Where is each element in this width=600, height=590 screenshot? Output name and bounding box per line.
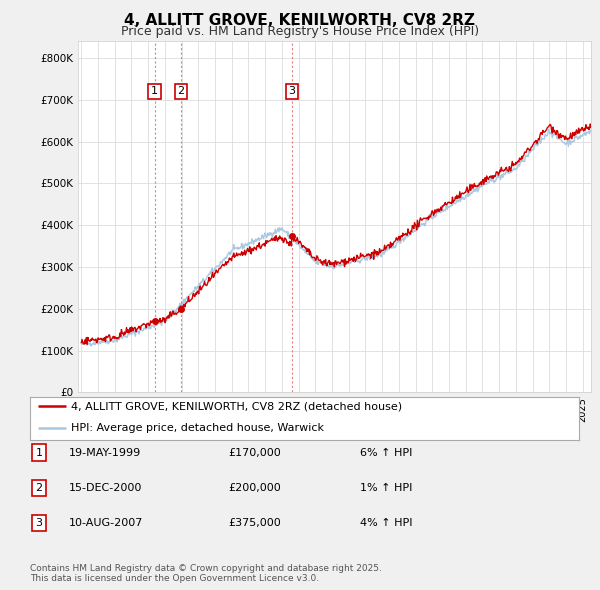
Text: 2: 2 [35,483,43,493]
Text: 1: 1 [151,87,158,96]
Text: 3: 3 [35,519,43,528]
Text: Price paid vs. HM Land Registry's House Price Index (HPI): Price paid vs. HM Land Registry's House … [121,25,479,38]
Text: 15-DEC-2000: 15-DEC-2000 [69,483,142,493]
Text: 6% ↑ HPI: 6% ↑ HPI [360,448,412,457]
Text: 4, ALLITT GROVE, KENILWORTH, CV8 2RZ (detached house): 4, ALLITT GROVE, KENILWORTH, CV8 2RZ (de… [71,401,403,411]
Text: £200,000: £200,000 [228,483,281,493]
Text: HPI: Average price, detached house, Warwick: HPI: Average price, detached house, Warw… [71,422,324,432]
Text: £375,000: £375,000 [228,519,281,528]
Text: 4, ALLITT GROVE, KENILWORTH, CV8 2RZ: 4, ALLITT GROVE, KENILWORTH, CV8 2RZ [125,13,476,28]
Text: 1% ↑ HPI: 1% ↑ HPI [360,483,412,493]
Text: 2: 2 [178,87,184,96]
Text: 1: 1 [35,448,43,457]
Text: Contains HM Land Registry data © Crown copyright and database right 2025.
This d: Contains HM Land Registry data © Crown c… [30,563,382,583]
Text: 3: 3 [289,87,296,96]
Text: £170,000: £170,000 [228,448,281,457]
Text: 19-MAY-1999: 19-MAY-1999 [69,448,141,457]
Text: 10-AUG-2007: 10-AUG-2007 [69,519,143,528]
Text: 4% ↑ HPI: 4% ↑ HPI [360,519,413,528]
